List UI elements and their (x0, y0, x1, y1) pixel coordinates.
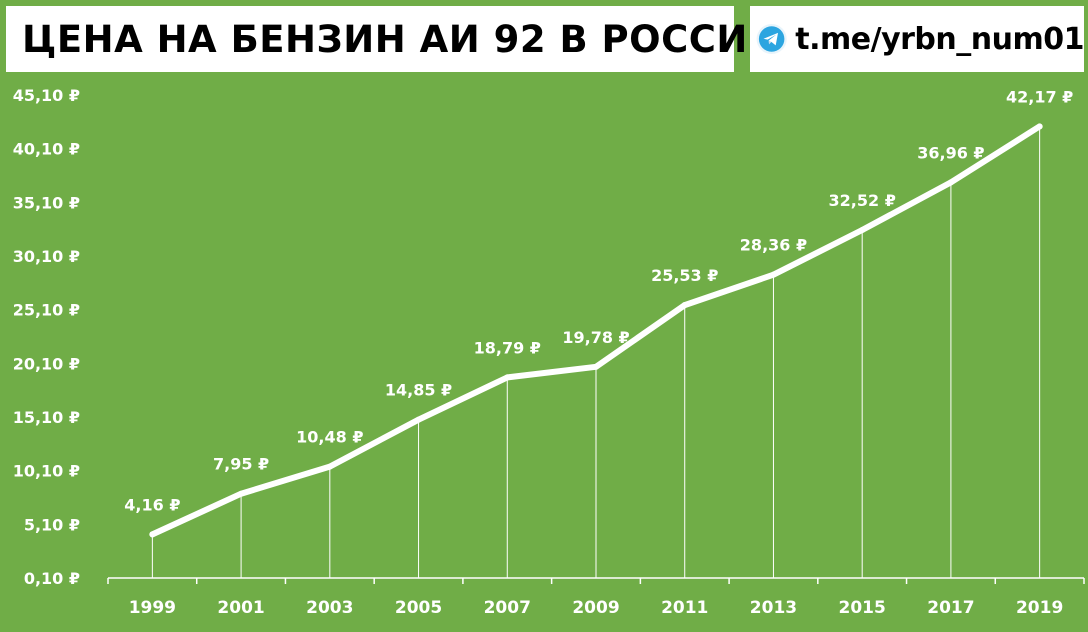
data-point (1036, 123, 1043, 130)
telegram-channel-link[interactable]: t.me/yrbn_num01 (795, 21, 1084, 57)
x-tick-label: 2007 (484, 598, 531, 618)
data-label: 28,36 ₽ (740, 236, 807, 255)
y-tick-label: 25,10 ₽ (13, 301, 80, 320)
x-tick-label: 2013 (750, 598, 797, 618)
data-label: 10,48 ₽ (296, 428, 363, 447)
data-point (947, 179, 954, 186)
x-tick-label: 2017 (927, 598, 974, 618)
y-tick-label: 5,10 ₽ (24, 515, 80, 534)
data-point (681, 302, 688, 309)
x-tick-label: 2005 (395, 598, 442, 618)
y-tick-label: 10,10 ₽ (13, 462, 80, 481)
x-tick-label: 2011 (661, 598, 708, 618)
data-label: 18,79 ₽ (474, 338, 541, 357)
y-tick-label: 40,10 ₽ (13, 140, 80, 159)
data-label: 36,96 ₽ (917, 143, 984, 162)
y-tick-label: 30,10 ₽ (13, 247, 80, 266)
telegram-icon (756, 23, 787, 55)
data-point (415, 416, 422, 423)
data-point (593, 363, 599, 370)
data-point (238, 490, 245, 497)
y-tick-label: 15,10 ₽ (13, 408, 80, 427)
data-label: 42,17 ₽ (1006, 87, 1073, 106)
data-point (326, 463, 333, 470)
chart-title-box: ЦЕНА НА БЕНЗИН АИ 92 В РОССИИ (6, 6, 779, 72)
data-label: 32,52 ₽ (829, 191, 896, 210)
y-tick-label: 35,10 ₽ (13, 193, 80, 212)
data-point (859, 227, 866, 234)
data-label: 19,78 ₽ (562, 328, 629, 347)
x-tick-label: 1999 (129, 598, 176, 618)
data-label: 14,85 ₽ (385, 381, 452, 400)
x-tick-label: 2015 (839, 598, 886, 618)
telegram-channel-banner[interactable]: t.me/yrbn_num01 (750, 6, 1084, 72)
y-tick-label: 45,10 ₽ (13, 86, 80, 105)
x-tick-label: 2019 (1016, 598, 1063, 618)
x-tick-label: 2001 (217, 598, 264, 618)
chart-title: ЦЕНА НА БЕНЗИН АИ 92 В РОССИИ (22, 17, 780, 61)
data-label: 7,95 ₽ (213, 455, 269, 474)
x-tick-label: 2009 (572, 598, 619, 618)
y-tick-label: 0,10 ₽ (24, 569, 80, 588)
data-point (770, 271, 777, 278)
data-label: 4,16 ₽ (124, 495, 180, 514)
y-tick-label: 20,10 ₽ (13, 354, 80, 373)
data-label: 25,53 ₽ (651, 266, 718, 285)
data-point (149, 531, 156, 538)
data-point (504, 374, 511, 381)
x-tick-label: 2003 (306, 598, 353, 618)
